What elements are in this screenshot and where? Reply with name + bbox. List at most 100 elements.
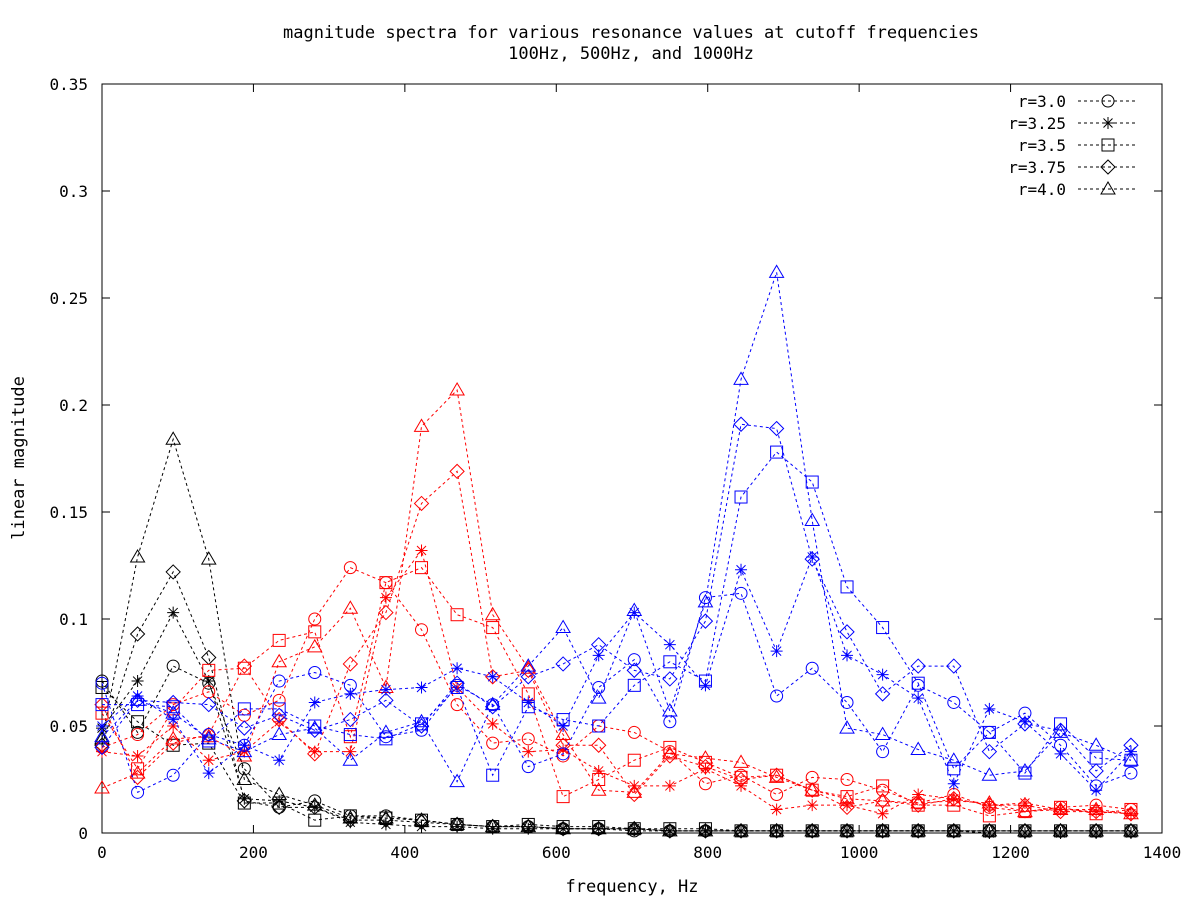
data-point-diamond <box>662 823 678 839</box>
data-point-star <box>1054 747 1067 760</box>
data-point-circle <box>272 674 286 688</box>
data-point-square <box>556 790 570 804</box>
data-point-star <box>806 799 819 812</box>
data-point-square <box>556 713 570 727</box>
data-point-star <box>663 638 676 651</box>
data-point-diamond <box>839 823 855 839</box>
data-point-circle <box>1124 766 1138 780</box>
data-point-diamond <box>1123 806 1139 822</box>
data-point-circle <box>805 661 819 675</box>
data-point-triangle <box>271 653 288 668</box>
data-point-square <box>698 755 712 769</box>
data-point-star <box>841 799 854 812</box>
data-point-star <box>876 807 889 820</box>
data-point-triangle <box>342 810 359 824</box>
data-point-triangle <box>520 658 537 672</box>
data-point-star <box>167 713 180 726</box>
data-point-star <box>131 690 144 703</box>
data-point-square <box>592 719 606 733</box>
chart-title: magnitude spectra for various resonance … <box>283 23 979 43</box>
data-point-diamond <box>981 797 998 813</box>
data-point-triangle <box>1088 822 1104 837</box>
data-point-star <box>308 696 321 709</box>
y-tick-label: 0.25 <box>49 289 88 308</box>
data-point-star <box>663 824 676 837</box>
data-point-star <box>628 606 641 619</box>
data-point-square <box>202 663 216 677</box>
legend-marker-square <box>1101 138 1115 152</box>
data-point-diamond <box>590 821 607 837</box>
data-point-triangle <box>555 820 571 835</box>
data-point-square <box>95 680 109 694</box>
data-point-triangle <box>449 816 465 830</box>
data-point-diamond <box>555 821 571 837</box>
series-layer <box>94 264 1139 839</box>
data-point-star <box>1018 797 1031 810</box>
legend: r=3.0 r=3.25 r=3.5 r=3.75 r=4.0 <box>1008 92 1138 199</box>
data-point-triangle <box>945 752 962 766</box>
data-point-diamond <box>697 758 714 775</box>
data-point-diamond <box>768 420 785 437</box>
data-point-star <box>273 754 286 767</box>
data-point-square <box>521 700 535 714</box>
data-point-triangle <box>413 713 430 728</box>
data-point-triangle <box>484 818 501 833</box>
y-tick-label: 0.3 <box>59 182 88 201</box>
data-point-triangle <box>271 726 288 741</box>
data-point-star <box>344 745 357 758</box>
data-point-star <box>1090 827 1103 839</box>
data-point-square <box>911 676 925 690</box>
data-point-diamond <box>1052 823 1069 839</box>
data-point-star <box>202 675 215 688</box>
data-point-diamond <box>342 656 359 672</box>
data-point-square <box>166 700 180 714</box>
data-point-triangle <box>590 782 607 796</box>
data-point-square <box>415 561 429 575</box>
data-point-star <box>415 544 428 557</box>
data-point-triangle <box>342 752 359 766</box>
data-point-star <box>628 822 641 835</box>
data-point-square <box>876 621 890 635</box>
data-point-diamond <box>271 799 287 816</box>
data-point-diamond <box>484 669 501 685</box>
data-point-star <box>1018 827 1031 839</box>
data-point-circle <box>840 695 854 709</box>
data-point-circle <box>166 768 180 782</box>
data-point-diamond <box>1088 823 1104 839</box>
data-point-diamond <box>555 656 571 672</box>
data-point-square <box>379 576 393 590</box>
data-point-triangle <box>733 822 749 837</box>
data-point-triangle <box>981 795 998 809</box>
data-point-star <box>379 683 392 696</box>
data-point-star <box>983 799 996 812</box>
data-point-star <box>983 702 996 715</box>
data-point-triangle <box>236 771 253 785</box>
y-tick-label: 0.1 <box>59 610 88 629</box>
data-point-diamond <box>946 658 962 674</box>
data-point-triangle <box>981 767 998 781</box>
legend-marker-diamond <box>1100 159 1116 175</box>
data-point-star <box>699 679 712 692</box>
data-point-square <box>131 762 145 776</box>
data-point-triangle <box>1052 801 1069 815</box>
data-point-triangle <box>129 548 146 563</box>
data-point-star <box>557 743 570 756</box>
data-point-circle <box>95 676 109 690</box>
data-point-diamond <box>413 495 430 512</box>
data-point-circle <box>166 659 180 673</box>
data-point-diamond <box>520 669 536 685</box>
data-point-diamond <box>307 746 323 762</box>
data-point-diamond <box>129 626 146 642</box>
data-point-triangle <box>236 747 253 762</box>
data-point-triangle <box>484 696 501 711</box>
x-tick-label: 1400 <box>1143 843 1182 862</box>
data-point-triangle <box>661 703 678 717</box>
data-point-triangle <box>697 822 714 837</box>
data-point-triangle <box>94 728 110 743</box>
data-point-star <box>96 720 108 732</box>
data-point-star <box>522 745 535 758</box>
data-point-triangle <box>1123 822 1139 837</box>
data-point-triangle <box>1123 805 1139 820</box>
data-point-triangle <box>449 382 465 396</box>
data-point-square <box>592 820 606 834</box>
